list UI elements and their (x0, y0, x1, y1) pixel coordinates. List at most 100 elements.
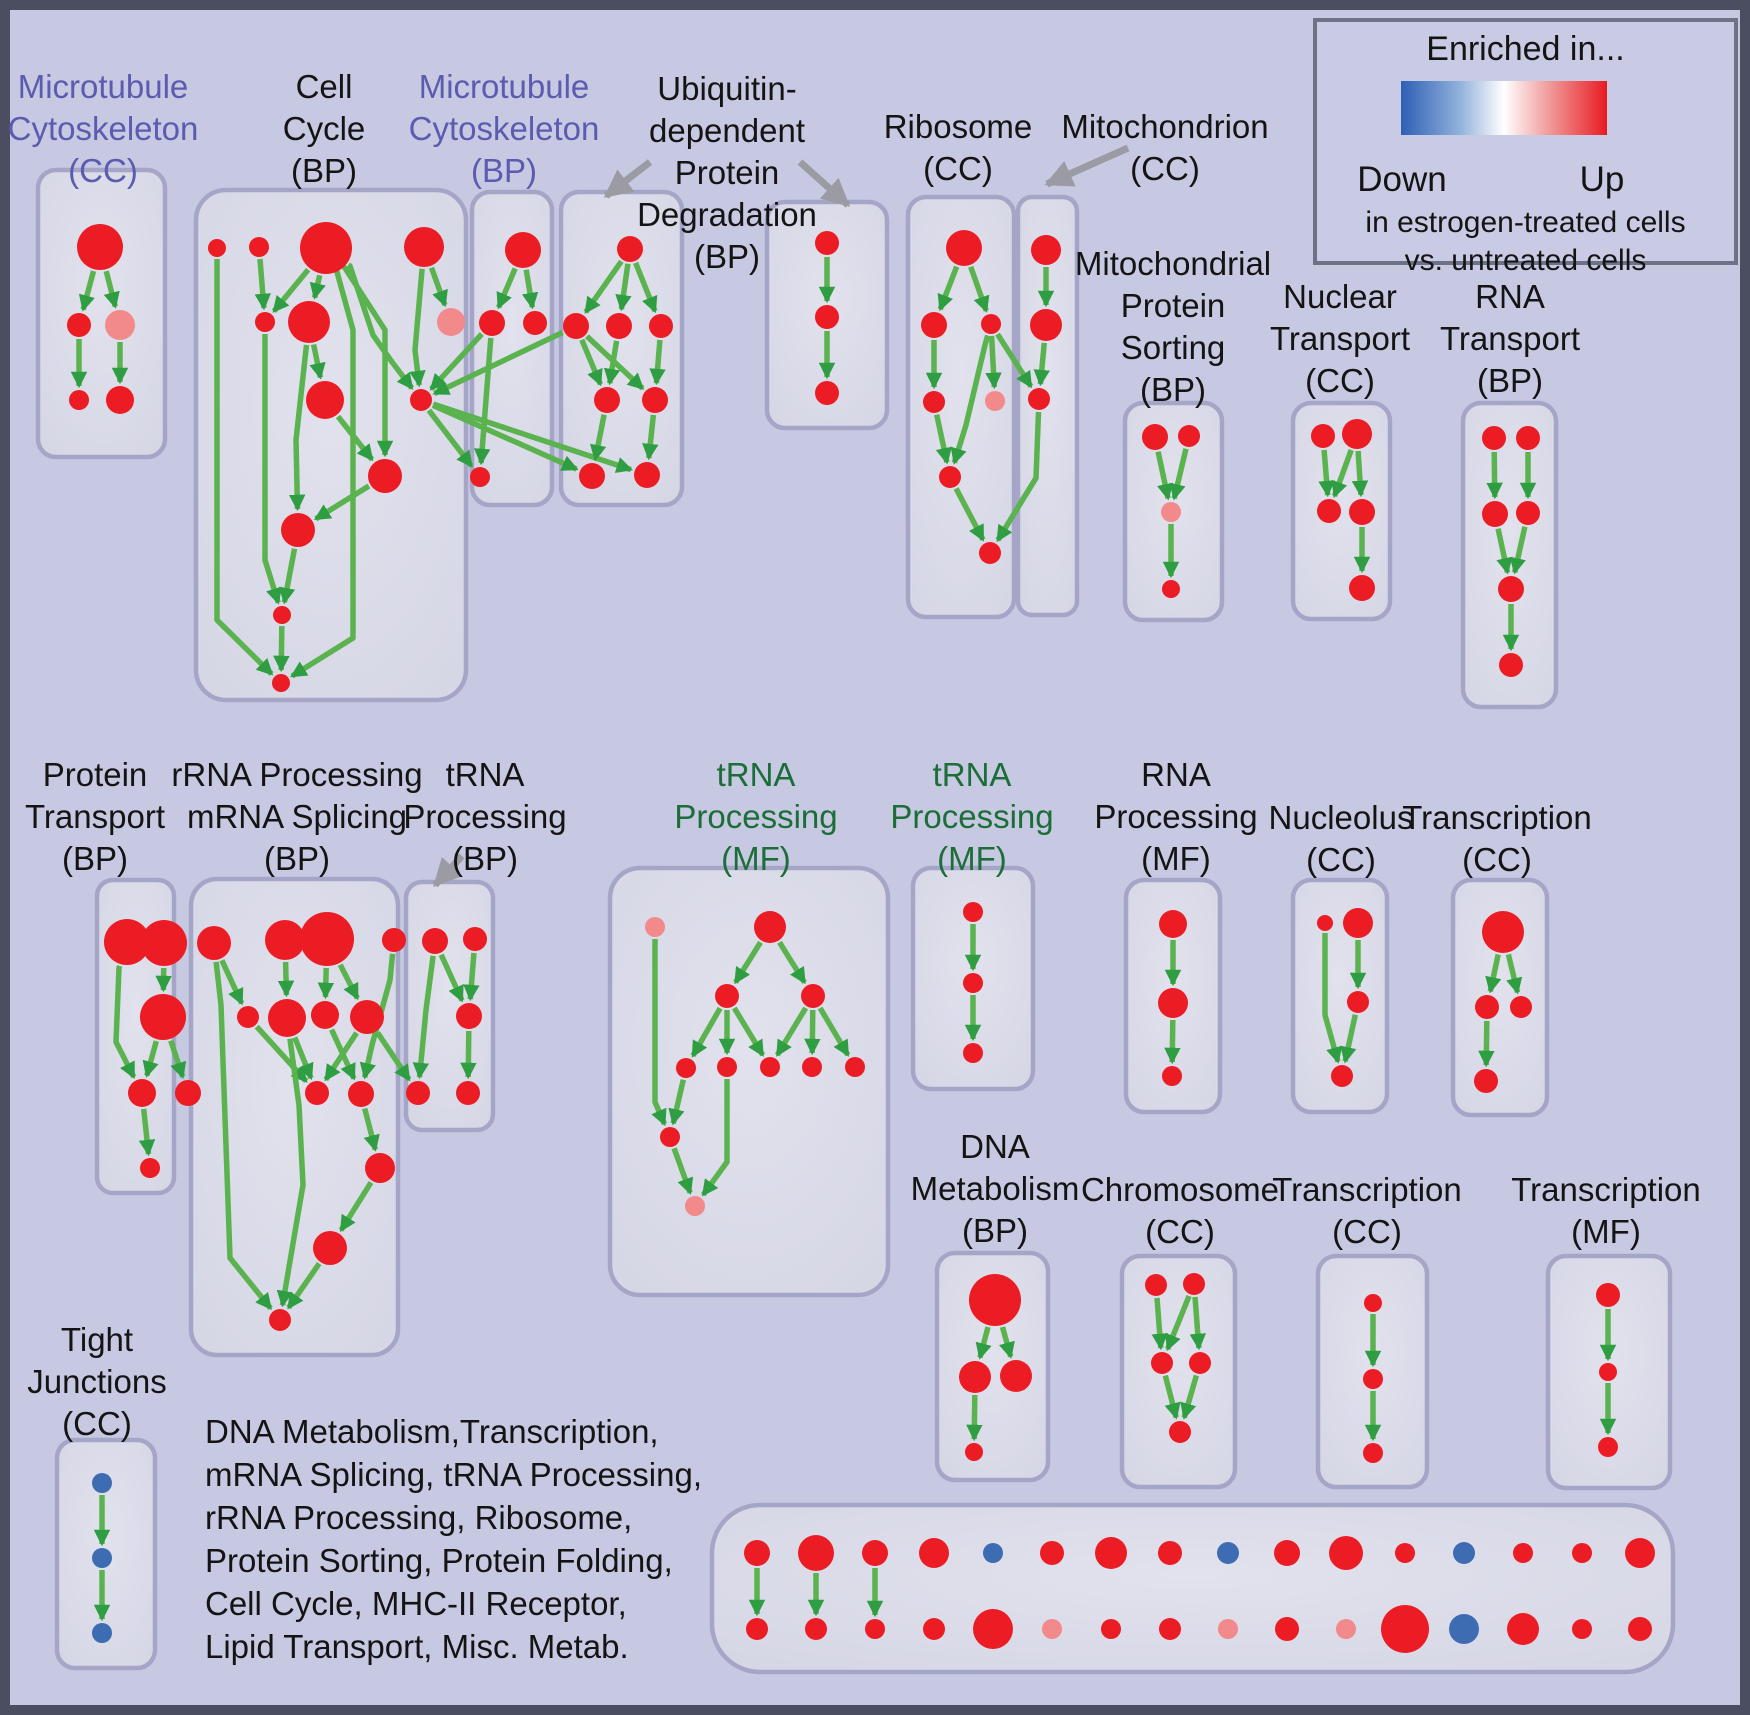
gene-node-dm.b (965, 1443, 983, 1461)
gene-node-rt.tr (1516, 426, 1540, 450)
nucleolus-cc-box (1290, 877, 1390, 1115)
edge-tm.big-tm.ml (733, 940, 763, 985)
edge-rr.k-rr.l (286, 1262, 322, 1310)
gene-node-st.a3 (919, 1538, 949, 1568)
gene-node-rib.big (946, 230, 982, 266)
gene-node-cc.n2 (249, 237, 269, 257)
edge-rr.a-rr.l (213, 961, 273, 1311)
gene-node-rib.pk (985, 391, 1005, 411)
gene-node-st.b0 (746, 1618, 768, 1640)
edge-mtbp.big-mtbp.m1 (496, 267, 518, 310)
gene-node-ts.m (963, 973, 983, 993)
gene-node-tm.r2 (717, 1057, 737, 1077)
edge-rr.m-rr.k (338, 1180, 374, 1233)
gene-node-pt.t1 (104, 919, 150, 965)
edge-cc.n3-cc.n10 (342, 265, 394, 458)
edge-ub.r2l-ub.r3l (579, 338, 603, 387)
legend-gradient-bar (1401, 81, 1607, 135)
edge-dm.big-dm.mr (998, 1326, 1015, 1359)
edge-cc.n9-ub.bl (431, 402, 579, 472)
gene-node-mtcc.e (106, 386, 134, 414)
gene-node-nt.tr (1342, 419, 1372, 449)
edge-tm.r2-tm.bp (700, 1079, 730, 1197)
gene-node-mps.tl (1142, 424, 1168, 450)
edge-mps.tr-mps.p (1169, 448, 1189, 501)
gene-node-pt.lr (175, 1080, 201, 1106)
gene-node-nt.b (1349, 575, 1375, 601)
edge-cc.n3-cc.n14 (290, 269, 356, 679)
edge-mit.m-mit.b (1033, 342, 1050, 387)
gene-node-cc.n6 (288, 301, 330, 343)
edge-cc.n3-cc.n6 (309, 274, 326, 300)
gene-node-mps.tr (1178, 425, 1200, 447)
gene-node-mtbp.m2 (523, 311, 547, 335)
gene-node-nu.m (1347, 991, 1369, 1013)
gene-node-tc3.b (1363, 1443, 1383, 1463)
gene-node-ch.tl (1145, 1274, 1167, 1296)
edge-cc.n5-cc.n13 (262, 334, 282, 605)
gene-node-ub.r3r (642, 387, 668, 413)
gene-node-st.a4 (983, 1543, 1003, 1563)
edge-ub.r2m-ub.r3l (603, 340, 621, 386)
edge-rib.big-rib.rm (968, 265, 990, 313)
legend-up-label: Up (1579, 160, 1625, 199)
gene-nodes (67, 222, 1655, 1653)
gene-node-tc2.mr (1510, 996, 1532, 1018)
gene-node-ts.b (963, 1043, 983, 1063)
gene-node-ub2.t (815, 231, 839, 255)
gene-node-ub.r3l (594, 387, 620, 413)
gene-node-st.a9 (1274, 1540, 1300, 1566)
gene-node-cc.n5 (255, 312, 275, 332)
gene-node-dm.big (969, 1274, 1021, 1326)
gene-node-ch.tr (1183, 1273, 1205, 1295)
gene-node-st.a7 (1158, 1541, 1182, 1565)
edge-rt.ml-rt.low (1495, 528, 1513, 575)
legend: Enriched in... Down Up in estrogen-treat… (1313, 18, 1738, 277)
transcription-cc-box (1450, 877, 1550, 1118)
gene-node-st.a13 (1513, 1543, 1533, 1563)
edge-rr.a-rr.e (219, 959, 245, 1006)
edge-tc2.big-tc2.mr (1505, 953, 1523, 995)
gene-node-st.b2 (865, 1619, 885, 1639)
gene-node-st.b8 (1218, 1619, 1238, 1639)
gene-node-tb.tl (422, 928, 448, 954)
gene-node-rr.g (311, 1001, 339, 1029)
edge-rr.c-rr.h (337, 963, 360, 1001)
gene-node-ub.r2l (563, 313, 589, 339)
edge-tm.ml-tm.r1 (690, 1006, 723, 1058)
gene-node-tm.r1 (676, 1058, 696, 1078)
edge-rib.rm-rib.low (950, 334, 991, 465)
dna-metabolism-bp-box (934, 1250, 1051, 1483)
edge-nt.tl-nt.ml (1318, 449, 1335, 498)
gene-node-st.b1 (805, 1618, 827, 1640)
gene-node-tm.r3 (760, 1057, 780, 1077)
gene-node-tc3.t (1364, 1294, 1382, 1312)
edge-tm.big-tm.mr (777, 940, 807, 985)
gene-node-tb.mr (456, 1003, 482, 1029)
legend-note-line1: in estrogen-treated cells (1365, 206, 1686, 239)
gene-node-dm.mr (1000, 1360, 1032, 1392)
gene-node-dm.ml (959, 1361, 991, 1393)
gene-node-st.b15 (1628, 1617, 1652, 1641)
edge-tm.mr-tm.r4 (804, 1009, 821, 1056)
gene-node-nu.b (1331, 1065, 1353, 1087)
gene-node-cc.n4 (404, 227, 444, 267)
gene-node-st.a0 (744, 1540, 770, 1566)
edge-mtcc.a-mtcc.c (103, 270, 120, 309)
summary-category-list: DNA Metabolism,Transcription, mRNA Splic… (205, 1413, 703, 1665)
gene-node-tc2.b (1474, 1069, 1498, 1093)
edge-rr.f-rr.i (292, 1036, 314, 1081)
edge-cc.n1-cc.n14 (214, 259, 274, 676)
edge-rr.b-rr.f (277, 961, 295, 998)
edge-nt.tr-nt.mr (1351, 450, 1369, 498)
gene-node-cc.n3 (300, 222, 352, 274)
legend-note-line2: vs. untreated cells (1404, 244, 1647, 277)
rna-transport-bp-box (1460, 400, 1559, 710)
gene-edges (70, 257, 1617, 1622)
gene-node-tc2.big (1482, 911, 1524, 953)
ubiquitin-left-pointer-arrow (603, 159, 653, 199)
edge-rib.low-rib.bot (953, 487, 986, 542)
gene-node-st.a1 (798, 1535, 834, 1571)
gene-node-tm.bp (685, 1196, 705, 1216)
